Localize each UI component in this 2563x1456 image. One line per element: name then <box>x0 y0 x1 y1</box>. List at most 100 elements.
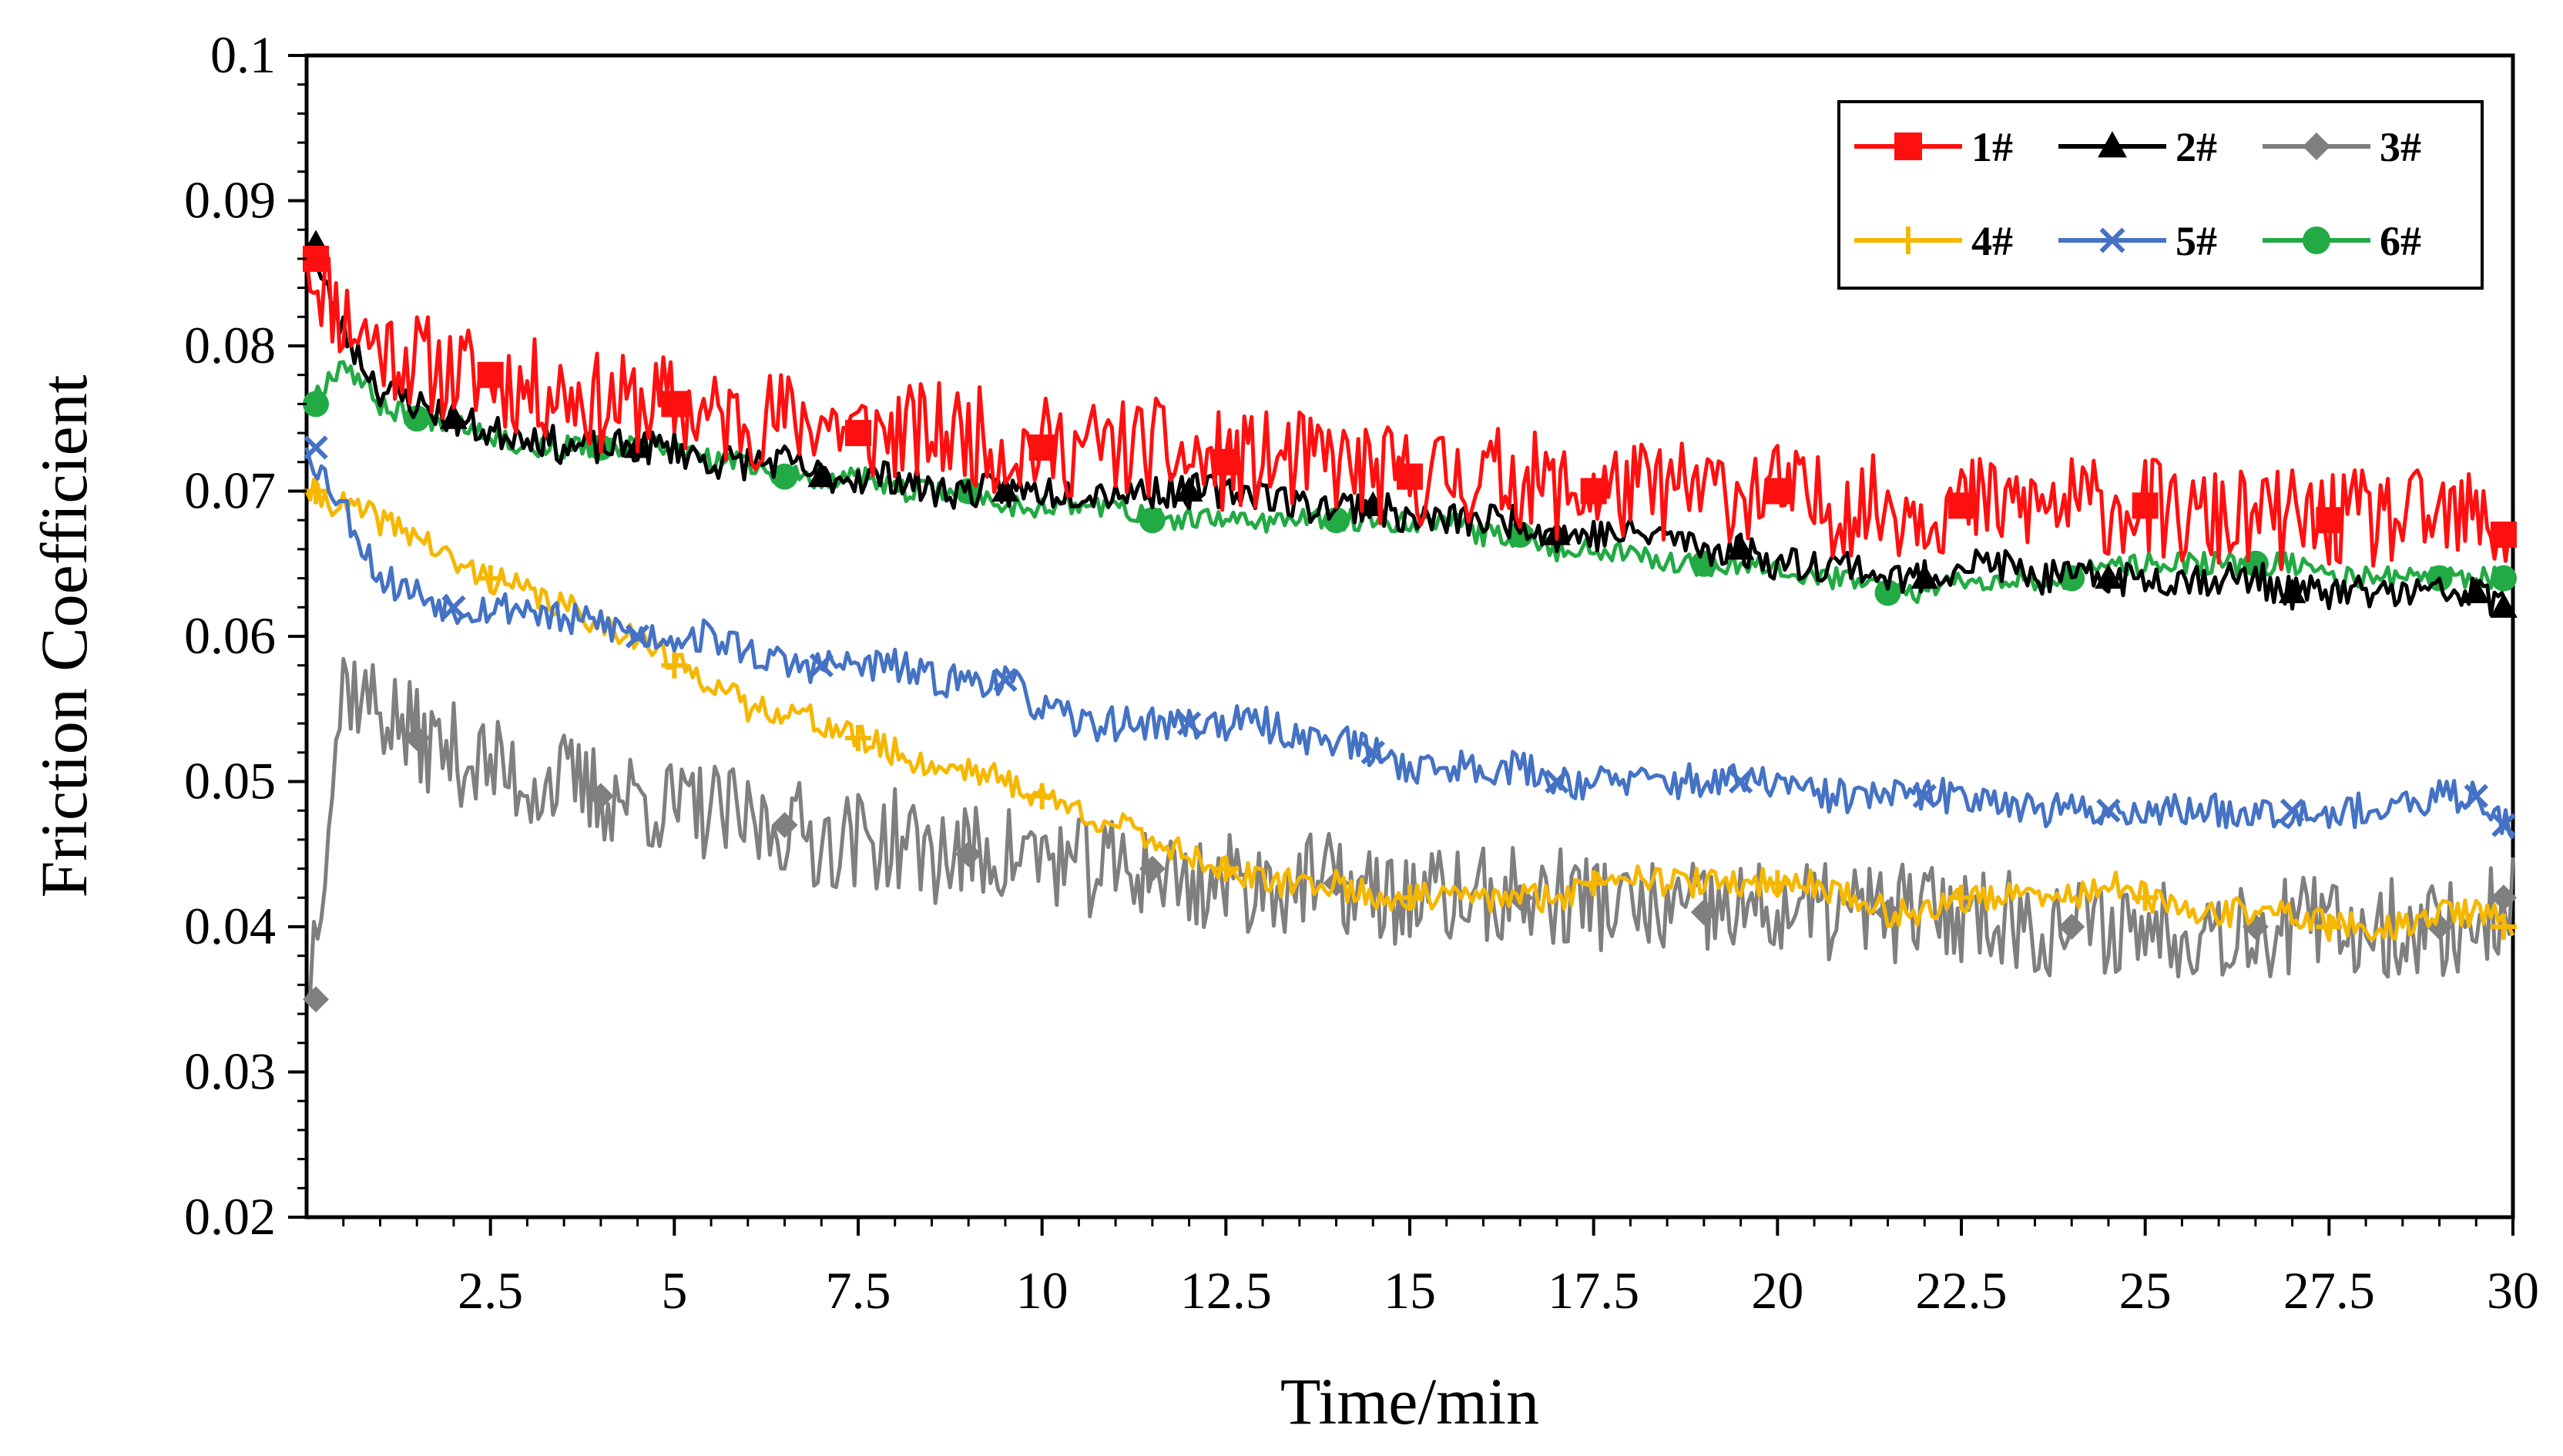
data-point <box>1213 448 1240 475</box>
data-point <box>771 463 798 490</box>
x-tick-label: 17.5 <box>1548 1261 1639 1320</box>
data-point <box>2132 492 2159 519</box>
x-tick-label: 20 <box>1751 1261 1803 1320</box>
legend-item: 4# <box>1854 218 2013 264</box>
data-point <box>1139 507 1166 534</box>
data-point <box>1874 579 1901 606</box>
data-point <box>2490 592 2518 618</box>
data-point <box>1545 769 1569 794</box>
data-point <box>2316 507 2343 534</box>
data-point <box>404 724 431 751</box>
data-point <box>2316 914 2343 940</box>
series-1 <box>303 245 2517 572</box>
x-tick-label: 2.5 <box>458 1261 523 1320</box>
y-tick-label: 0.06 <box>184 606 276 665</box>
legend-label: 2# <box>2176 124 2217 170</box>
x-axis-title: Time/min <box>1280 1364 1539 1438</box>
y-tick-label: 0.09 <box>184 171 276 230</box>
data-point <box>1139 855 1166 882</box>
series-line <box>304 447 2515 840</box>
legend-item: 6# <box>2263 218 2421 264</box>
data-point <box>807 461 836 488</box>
data-point <box>303 391 329 418</box>
data-point <box>1397 463 1423 490</box>
data-point <box>1213 855 1240 882</box>
legend-item: 1# <box>1854 124 2013 170</box>
series-3 <box>303 656 2517 1013</box>
data-point <box>1726 535 1755 560</box>
data-point <box>2096 798 2121 823</box>
y-tick-label: 0.1 <box>210 25 276 84</box>
data-point <box>1948 492 1974 519</box>
x-tick-label: 7.5 <box>826 1261 891 1320</box>
data-point <box>1028 783 1055 810</box>
y-tick-label: 0.03 <box>184 1042 276 1101</box>
data-point <box>587 783 614 810</box>
x-tick-label: 22.5 <box>1916 1261 2008 1320</box>
data-point <box>2058 914 2085 940</box>
data-point <box>1028 434 1055 461</box>
data-point <box>303 986 329 1013</box>
data-point <box>661 391 688 418</box>
x-axis: 2.5 5 7.5 10 12.5 15 17.5 20 22.5 25 27.5 30 <box>342 1217 2539 1320</box>
data-point <box>2491 914 2517 940</box>
data-point <box>1175 476 1203 502</box>
data-point <box>2280 798 2305 823</box>
data-point <box>477 565 504 592</box>
data-point <box>304 435 328 460</box>
y-tick-label: 0.04 <box>184 897 276 955</box>
data-point <box>661 652 688 679</box>
data-point <box>991 476 1019 502</box>
legend-label: 4# <box>1971 218 2013 264</box>
legend-label: 6# <box>2380 218 2421 264</box>
x-tick-label: 15 <box>1384 1261 1436 1320</box>
legend-marker <box>1894 133 1922 160</box>
data-point <box>2132 884 2159 911</box>
series-line <box>304 256 2515 572</box>
data-point <box>1690 899 1717 926</box>
data-point <box>993 667 1018 693</box>
legend-item: 5# <box>2058 218 2217 264</box>
data-point <box>1911 563 1939 589</box>
x-tick-label: 10 <box>1016 1261 1068 1320</box>
series-layer <box>302 230 2518 1013</box>
data-point <box>2491 813 2516 837</box>
data-point <box>1948 884 1974 911</box>
data-point <box>1176 711 1202 736</box>
data-point <box>1397 884 1423 911</box>
data-point <box>771 812 798 839</box>
legend-marker <box>1894 226 1922 254</box>
data-point <box>1580 870 1607 897</box>
y-tick-label: 0.07 <box>184 461 276 520</box>
legend-marker <box>2303 226 2330 254</box>
legend: 1# 2# 3# 4# 5# 6# <box>1837 100 2484 290</box>
data-point <box>2491 522 2517 549</box>
x-tick-label: 12.5 <box>1180 1261 1272 1320</box>
data-point <box>2464 783 2488 809</box>
x-tick-label: 25 <box>2119 1261 2172 1320</box>
legend-box <box>1837 100 2484 290</box>
data-point <box>441 595 466 620</box>
series-line <box>304 656 2515 1001</box>
x-tick-label: 5 <box>661 1261 687 1320</box>
x-tick-label: 27.5 <box>2283 1261 2375 1320</box>
y-tick-label: 0.02 <box>184 1187 276 1246</box>
legend-label: 5# <box>2176 218 2217 264</box>
data-point <box>2095 563 2122 589</box>
data-point <box>303 245 329 272</box>
legend-item: 2# <box>2058 124 2217 170</box>
data-point <box>2462 578 2491 604</box>
data-point <box>1728 769 1753 794</box>
data-point <box>625 624 650 649</box>
data-point <box>845 420 871 447</box>
data-point <box>1580 478 1607 505</box>
x-tick-label: 30 <box>2487 1261 2539 1320</box>
y-tick-label: 0.05 <box>184 752 276 810</box>
data-point <box>477 361 504 388</box>
data-point <box>440 404 468 429</box>
data-point <box>2278 578 2306 604</box>
legend-marker <box>2099 227 2125 253</box>
y-tick-label: 0.08 <box>184 316 276 374</box>
data-point <box>845 724 871 751</box>
